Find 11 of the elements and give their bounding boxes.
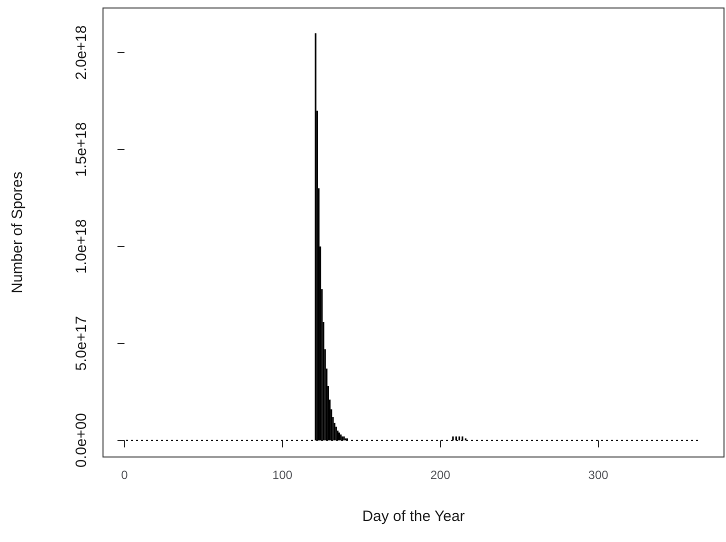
x-axis-title: Day of the Year [362,508,465,525]
y-tick-label: 1.0e+18 [73,219,90,274]
y-tick-label: 0.0e+00 [73,413,90,468]
y-axis-title: Number of Spores [9,172,26,294]
y-tick-label: 1.5e+18 [73,122,90,177]
x-tick-label: 0 [121,468,128,482]
x-tick-label: 100 [272,468,293,482]
y-tick-label: 2.0e+18 [73,25,90,80]
x-tick-label: 200 [430,468,451,482]
y-tick-label: 5.0e+17 [73,316,90,371]
x-tick-label: 300 [588,468,609,482]
